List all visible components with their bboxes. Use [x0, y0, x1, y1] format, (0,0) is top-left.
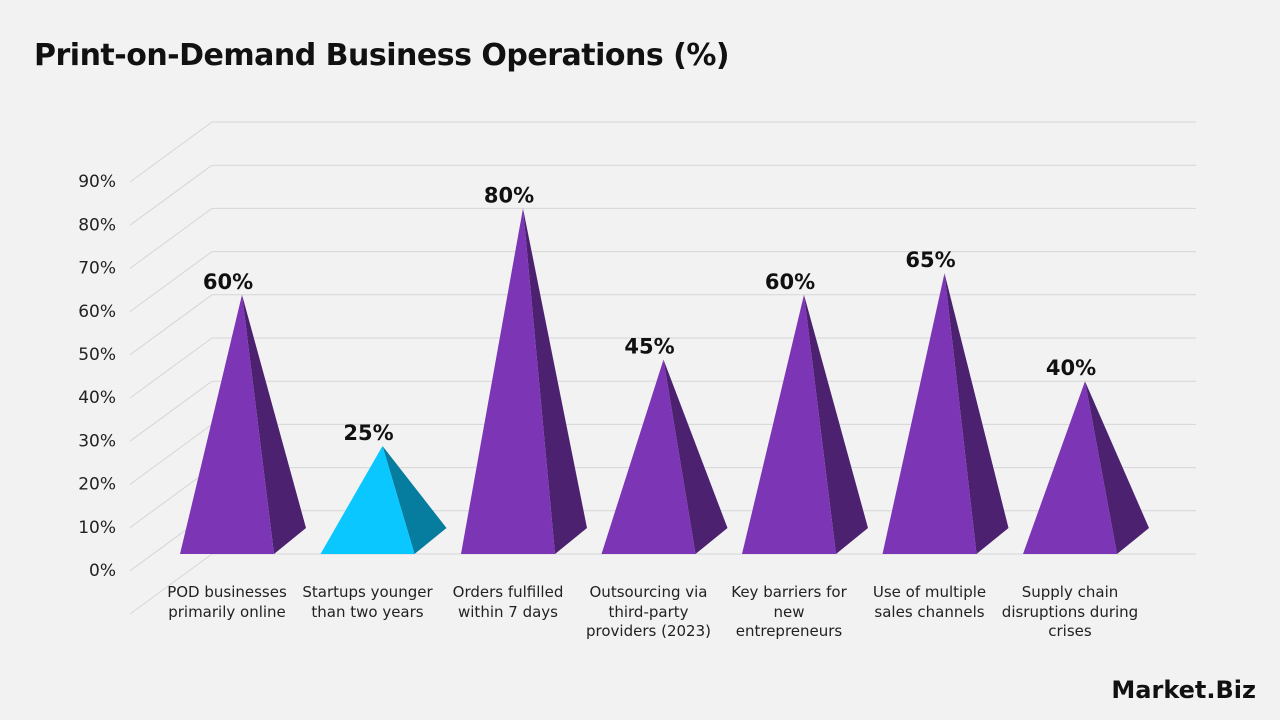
- grid-line: [129, 164, 213, 226]
- value-label: 65%: [905, 248, 955, 272]
- value-label: 60%: [765, 270, 815, 294]
- x-tick-label: Use of multiple sales channels: [872, 583, 987, 621]
- grid-line: [129, 337, 213, 399]
- pyramid-side: [382, 446, 447, 554]
- pyramid: [882, 273, 977, 554]
- x-tick-label: Outsourcing via third-party providers (2…: [586, 583, 711, 640]
- pyramid-side: [663, 359, 728, 554]
- grid-line: [129, 251, 213, 313]
- pyramid-side: [242, 294, 306, 554]
- value-label: 80%: [484, 183, 534, 207]
- pyramid: [1023, 381, 1117, 554]
- y-tick-label: 80%: [78, 215, 116, 235]
- pyramid-side: [1085, 381, 1149, 554]
- x-tick-label: Orders fulfilled within 7 days: [452, 583, 564, 621]
- value-label: 45%: [624, 335, 674, 359]
- y-tick-label: 50%: [78, 345, 116, 365]
- y-tick-label: 90%: [78, 172, 116, 192]
- x-tick-label: Key barriers for new entrepreneurs: [731, 583, 847, 640]
- grid-line: [129, 294, 213, 356]
- value-label: 40%: [1046, 356, 1096, 380]
- pyramid: [601, 359, 696, 554]
- pyramid: [461, 208, 555, 554]
- y-tick-label: 40%: [78, 388, 116, 408]
- x-tick-label: POD businesses primarily online: [167, 583, 287, 621]
- y-tick-label: 70%: [78, 259, 116, 279]
- chart-title: Print-on-Demand Business Operations (%): [34, 38, 730, 73]
- y-tick-label: 60%: [78, 302, 116, 322]
- value-label: 25%: [343, 421, 393, 445]
- grid-line: [129, 553, 213, 615]
- y-tick-label: 0%: [89, 561, 116, 581]
- grid-frame: [129, 121, 213, 183]
- grid-line: [129, 207, 213, 269]
- pyramid-side: [804, 294, 868, 554]
- grid-line: [129, 423, 213, 485]
- y-tick-label: 30%: [78, 431, 116, 451]
- pyramid: [320, 446, 415, 554]
- pyramid-side: [944, 273, 1009, 554]
- value-label: 60%: [203, 270, 253, 294]
- grid-line: [129, 380, 213, 442]
- pyramid-side: [523, 208, 587, 554]
- pyramid: [180, 294, 274, 554]
- y-tick-label: 20%: [78, 475, 116, 495]
- y-tick-label: 10%: [78, 518, 116, 538]
- pyramid: [742, 294, 836, 554]
- logo: Market.Biz: [1111, 676, 1256, 704]
- x-tick-label: Supply chain disruptions during crises: [1001, 583, 1139, 640]
- x-tick-label: Startups younger than two years: [302, 583, 433, 621]
